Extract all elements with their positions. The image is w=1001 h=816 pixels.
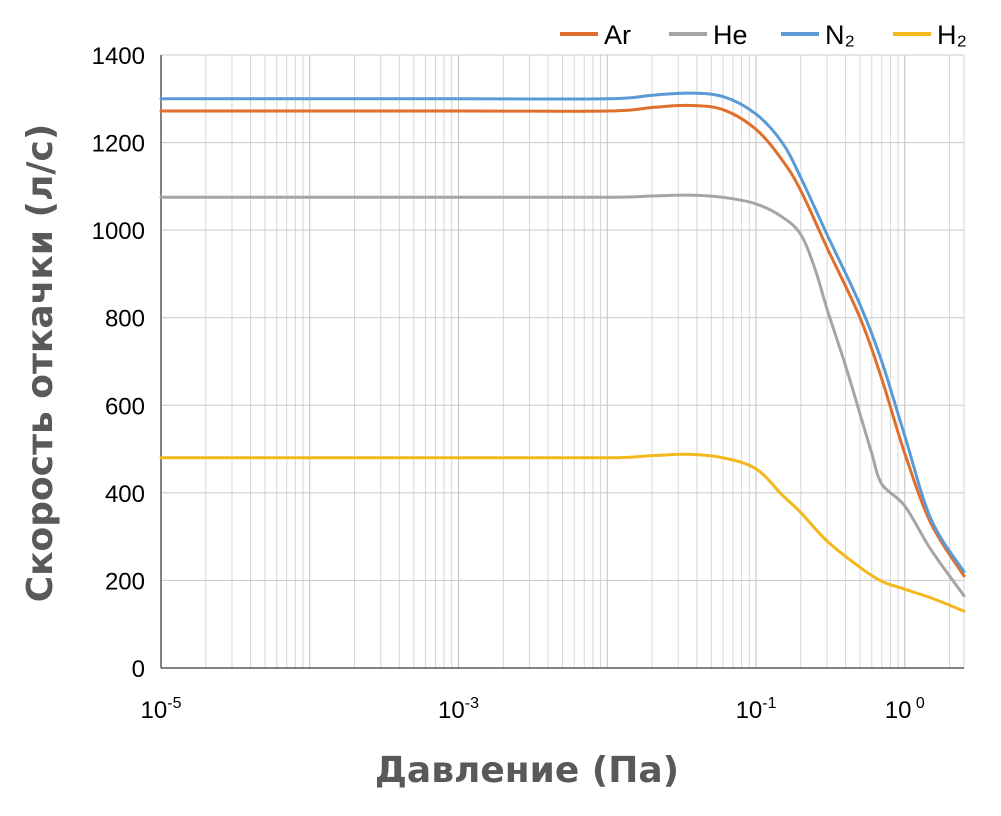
series-layer — [159, 91, 966, 613]
y-tick-label: 1000 — [92, 218, 145, 245]
x-tick-label: 10 0 — [885, 695, 925, 724]
y-tick-label: 1200 — [92, 131, 145, 158]
y-axis-title: Скорость откачки (л/с) — [20, 124, 61, 603]
grid-lines — [160, 54, 965, 669]
y-tick-label: 1400 — [92, 43, 145, 70]
series-line-ar — [159, 103, 966, 578]
legend-label-n2: N₂ — [825, 20, 855, 50]
x-tick-label: 10-5 — [141, 695, 182, 724]
y-tick-label: 400 — [105, 481, 145, 508]
y-tick-label: 200 — [105, 568, 145, 595]
legend: Ar He N₂ H₂ — [560, 20, 967, 50]
y-tick-label: 800 — [105, 306, 145, 333]
legend-label-he: He — [713, 20, 748, 50]
y-tick-label: 600 — [105, 393, 145, 420]
legend-label-h2: H₂ — [937, 20, 967, 50]
x-tick-labels: 10-5 10-3 10-1 10 0 — [141, 695, 925, 724]
series-line-h2 — [159, 452, 966, 613]
x-tick-label: 10-3 — [438, 695, 479, 724]
y-tick-label: 0 — [132, 656, 145, 683]
legend-label-ar: Ar — [604, 20, 631, 50]
x-tick-label: 10-1 — [736, 695, 777, 724]
series-line-he — [159, 193, 966, 598]
series-line-n2 — [159, 91, 966, 574]
x-axis-title: Давление (Па) — [375, 750, 679, 791]
y-tick-labels: 0 200 400 600 800 1000 1200 1400 — [92, 43, 145, 683]
